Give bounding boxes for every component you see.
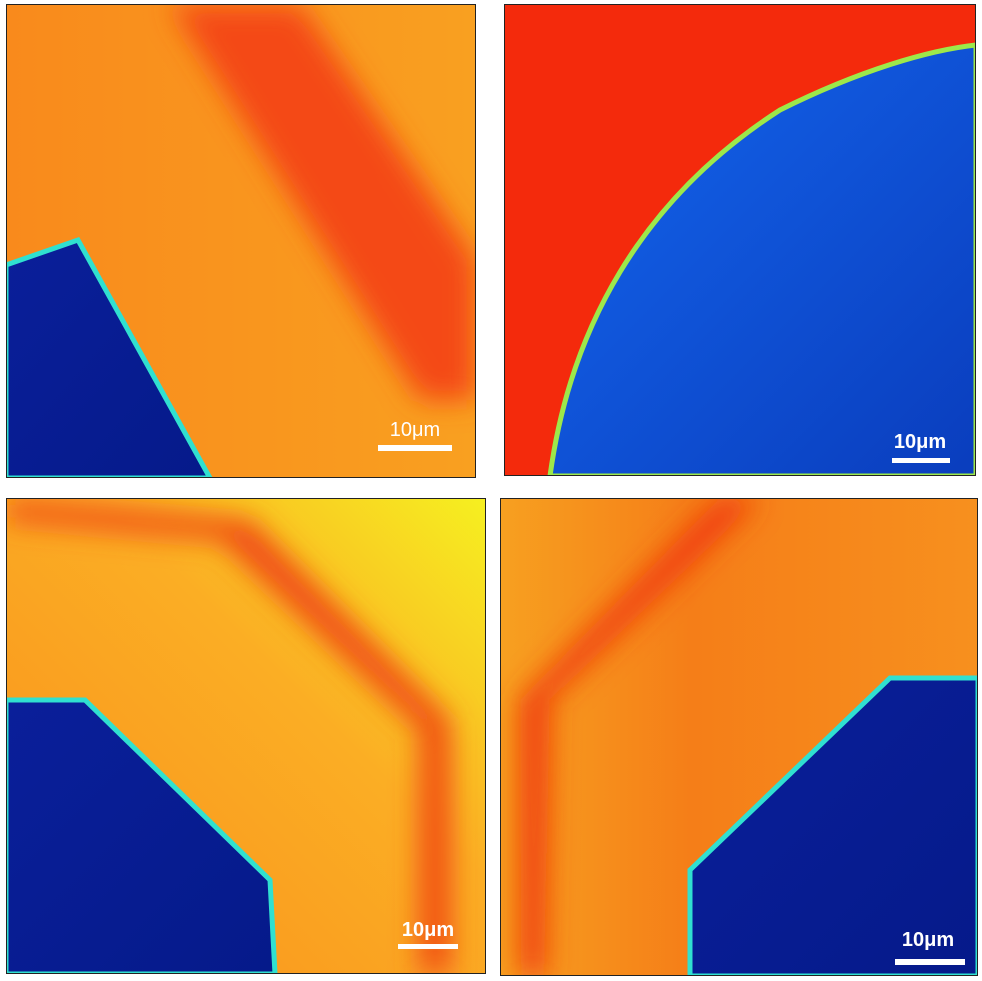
scale-bar — [398, 944, 458, 949]
panel: 10μm — [6, 498, 486, 974]
scale-bar — [892, 458, 950, 463]
scale-bar — [895, 959, 965, 965]
scale-bar-label: 10μm — [902, 929, 954, 951]
panel: 10μm — [504, 4, 976, 476]
panel: 10μm — [6, 4, 476, 478]
scale-bar-label: 10μm — [390, 419, 440, 441]
scale-bar-label: 10μm — [402, 919, 454, 941]
scale-bar — [378, 445, 452, 451]
scale-bar-label: 10μm — [894, 431, 946, 453]
panel: 10μm — [500, 498, 978, 976]
